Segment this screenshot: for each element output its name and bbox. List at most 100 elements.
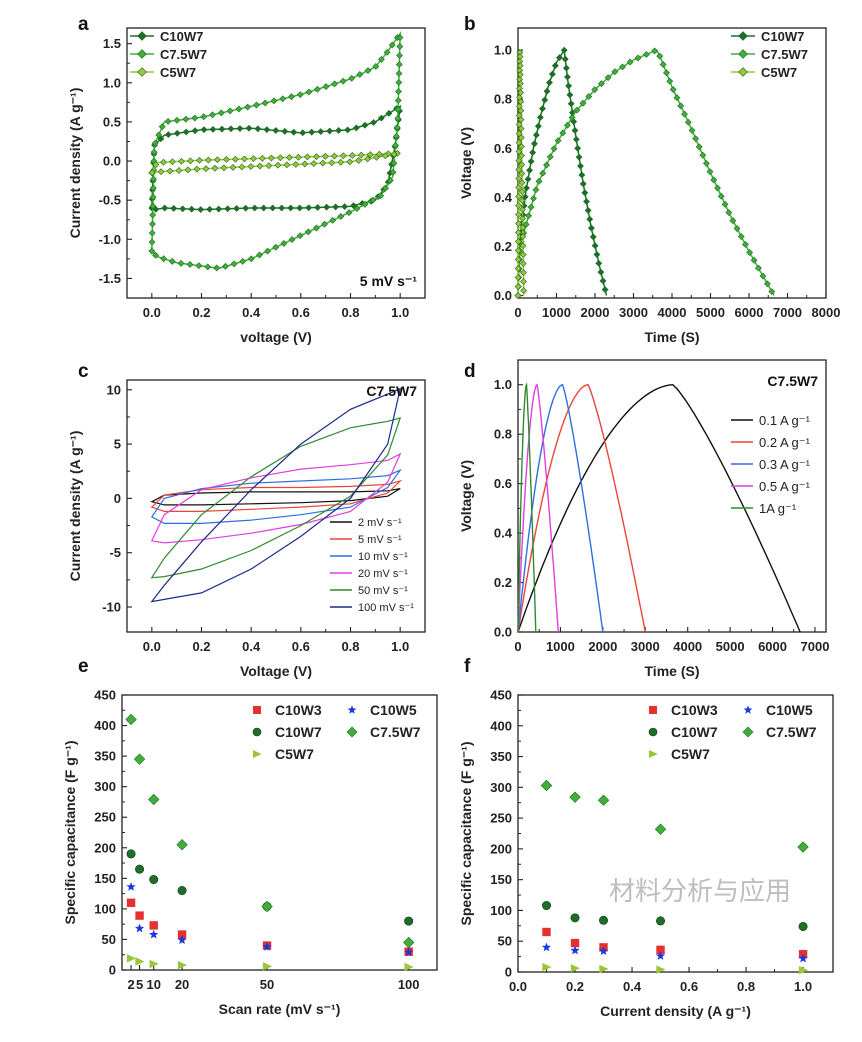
data-point [515, 157, 523, 164]
data-point [301, 160, 309, 168]
legend-marker [742, 726, 754, 738]
legend-label: C5W7 [761, 65, 797, 80]
data-point [750, 256, 758, 264]
data-point [361, 121, 369, 129]
data-point [741, 241, 749, 248]
gcd-curve-0.2 A g⁻¹ [517, 383, 646, 633]
data-point-C7.5W7 [654, 823, 667, 835]
data-point [763, 280, 771, 288]
data-point [517, 116, 525, 124]
data-point [514, 256, 522, 263]
x-tick-label: 0.4 [242, 305, 261, 320]
panel-c-cv-scan-rates: c 0.0 0.2 0.4 0.6 0.8 1.0 -10 -5 0 5 10 Voltage (V) C… [67, 361, 426, 679]
data-point [663, 69, 670, 77]
data-point [586, 215, 594, 223]
data-point [642, 51, 650, 58]
legend-marker [649, 750, 658, 758]
data-point [288, 93, 295, 101]
cv-loop-2 mV s⁻¹ [150, 488, 401, 506]
data-point-C7.5W7 [797, 841, 809, 853]
data-point [389, 168, 397, 176]
data-point [536, 113, 544, 121]
x-tick-label: 5000 [716, 639, 745, 654]
data-point [331, 80, 339, 88]
data-point [294, 153, 302, 161]
cv-loop-50 mV s⁻¹ [150, 417, 402, 579]
y-tick-label: 450 [490, 688, 512, 703]
data-point [393, 123, 401, 131]
x-tick-label: 0 [514, 305, 521, 320]
data-point [595, 259, 603, 267]
data-point [519, 260, 527, 268]
data-point [149, 220, 156, 228]
data-point [519, 251, 527, 259]
y-tick-label: 50 [498, 934, 512, 949]
data-point [710, 176, 718, 184]
x-tick-label: 0.2 [566, 979, 584, 994]
legend-label: C10W5 [370, 702, 417, 718]
y-tick-label: 250 [490, 811, 512, 826]
data-point [564, 73, 571, 81]
x-tick-label: 20 [175, 977, 189, 992]
y-tick-label: 0.0 [494, 625, 512, 640]
data-point [746, 249, 754, 256]
data-point [204, 263, 212, 271]
x-tick-label: 2000 [588, 639, 617, 654]
y-tick-label: 150 [94, 871, 116, 886]
y-tick-label: -1.0 [99, 232, 121, 247]
data-point [356, 71, 364, 78]
data-point [532, 186, 540, 194]
data-point [240, 155, 248, 163]
data-point [518, 170, 526, 178]
data-point [516, 71, 524, 79]
x-tick-label: 7000 [801, 639, 830, 654]
data-point [681, 110, 688, 118]
data-point [175, 167, 183, 174]
data-point [539, 105, 546, 113]
x-tick-label: 0 [514, 639, 521, 654]
data-point [313, 85, 321, 93]
x-axis-label: Time (S) [645, 329, 700, 345]
legend-marker [252, 727, 262, 737]
data-point [515, 148, 523, 155]
x-tick-label: 0.6 [680, 979, 698, 994]
data-point [577, 162, 584, 170]
data-point [217, 109, 225, 117]
data-point [587, 224, 595, 232]
data-point [372, 153, 380, 161]
data-point [211, 164, 219, 172]
data-point [396, 34, 404, 41]
data-point [258, 154, 266, 162]
data-point [283, 161, 291, 169]
data-point [247, 255, 255, 263]
data-point [220, 164, 228, 172]
data-point [659, 61, 667, 68]
data-point [378, 55, 385, 63]
data-point [515, 211, 522, 218]
data-point-C10W3 [542, 927, 551, 937]
data-point [149, 211, 157, 219]
data-point [515, 184, 523, 191]
data-point [634, 54, 642, 62]
x-tick-label: 5000 [696, 305, 725, 320]
data-point [382, 184, 389, 192]
data-point [597, 268, 605, 276]
data-point-C5W7 [126, 954, 137, 963]
data-point [554, 137, 562, 145]
data-point [254, 125, 262, 133]
data-point [226, 107, 234, 115]
data-point [233, 205, 241, 212]
legend-marker [346, 726, 358, 738]
data-point [369, 196, 377, 204]
data-point [524, 175, 532, 183]
data-point [729, 217, 737, 225]
y-tick-label: 0.8 [494, 427, 512, 442]
data-point [514, 292, 522, 299]
legend-label: 20 mV s⁻¹ [358, 568, 408, 580]
x-tick-label: 7000 [773, 305, 802, 320]
legend-label: 0.1 A g⁻¹ [759, 413, 811, 428]
y-tick-label: 0.6 [494, 476, 512, 491]
data-point [287, 204, 295, 212]
x-tick-label: 2000 [581, 305, 610, 320]
panel-b-gcd-curves: b 0 1000 2000 3000 4000 5000 6000 7000 8000 0.0 0.2… [458, 14, 840, 345]
